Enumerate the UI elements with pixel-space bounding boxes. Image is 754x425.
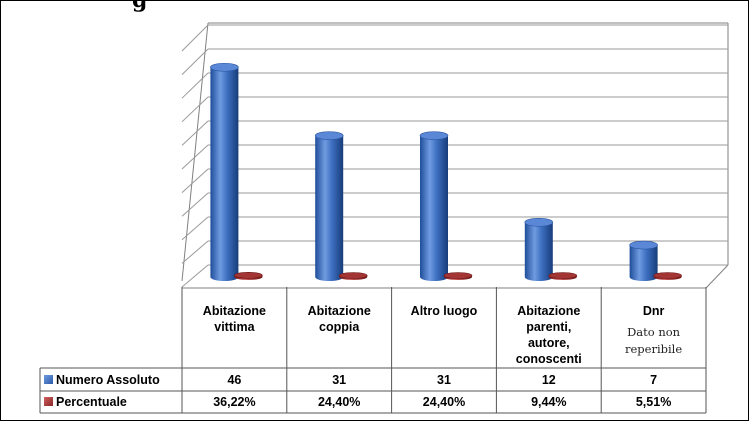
table-cell-value: 5,51%	[636, 395, 671, 409]
category-label: Altro luogo	[411, 304, 478, 318]
category-label: parenti,	[526, 320, 571, 334]
gridline-side	[181, 96, 209, 123]
title-fragment: g	[132, 0, 148, 13]
table-cell-value: 12	[542, 373, 556, 387]
legend-swatch	[44, 375, 53, 384]
gridline-side	[181, 120, 209, 146]
bar-numero-assoluto	[210, 67, 239, 282]
gridline-side	[181, 264, 209, 288]
bar-top-numero-assoluto	[419, 131, 449, 140]
table-cell-value: 7	[650, 373, 657, 387]
table-cell-value: 31	[332, 373, 346, 387]
data-table: Abitazione vittima Abitazione coppia Altro l…	[39, 287, 707, 414]
table-cell-value: 46	[227, 373, 241, 387]
gridline-side	[181, 24, 209, 52]
bar-top-percentuale	[443, 272, 473, 279]
bar-numero-assoluto	[315, 135, 344, 281]
bar-top-percentuale	[234, 272, 263, 279]
bar-top-numero-assoluto	[314, 131, 344, 140]
table-cell-value: 31	[437, 373, 451, 387]
category-label: Abitazione	[203, 304, 266, 318]
gridline-side	[181, 144, 209, 170]
category-label: Dnr	[643, 304, 665, 318]
category-label: conoscenti	[516, 352, 582, 366]
gridline-side	[181, 168, 209, 193]
bar-top-percentuale	[653, 272, 682, 279]
plot-walls	[181, 22, 729, 289]
legend-label: Numero Assoluto	[56, 373, 160, 387]
table-cell-value: 9,44%	[531, 395, 566, 409]
gridline-side	[181, 48, 209, 75]
gridline-side	[181, 192, 209, 217]
bar-top-numero-assoluto	[629, 240, 658, 250]
table-cell-value: 36,22%	[213, 395, 255, 409]
category-label: coppia	[319, 320, 360, 334]
category-label: Abitazione	[517, 304, 580, 318]
bar-numero-assoluto	[420, 135, 448, 281]
category-label: Abitazione	[308, 304, 371, 318]
category-label: autore,	[528, 336, 570, 350]
bar-top-numero-assoluto	[524, 217, 554, 227]
category-note: reperibile	[625, 342, 682, 356]
table-cell-value: 24,40%	[318, 395, 360, 409]
gridline-side	[181, 72, 209, 99]
bar-numero-assoluto	[524, 222, 553, 281]
side-wall-edge	[181, 22, 209, 282]
bar-top-percentuale	[338, 272, 368, 279]
category-label: vittima	[214, 320, 255, 334]
bars	[210, 62, 682, 282]
legend-swatch	[44, 397, 53, 406]
bar-numero-assoluto	[629, 245, 658, 281]
gridline-side	[181, 216, 209, 241]
bar-top-percentuale	[548, 272, 578, 279]
category-note: Dato non	[627, 325, 681, 339]
table-cell-value: 24,40%	[423, 395, 465, 409]
bar-top-numero-assoluto	[210, 62, 239, 72]
legend-label: Percentuale	[56, 395, 127, 409]
gridline-side	[181, 240, 209, 264]
floor-right-edge	[705, 264, 729, 289]
